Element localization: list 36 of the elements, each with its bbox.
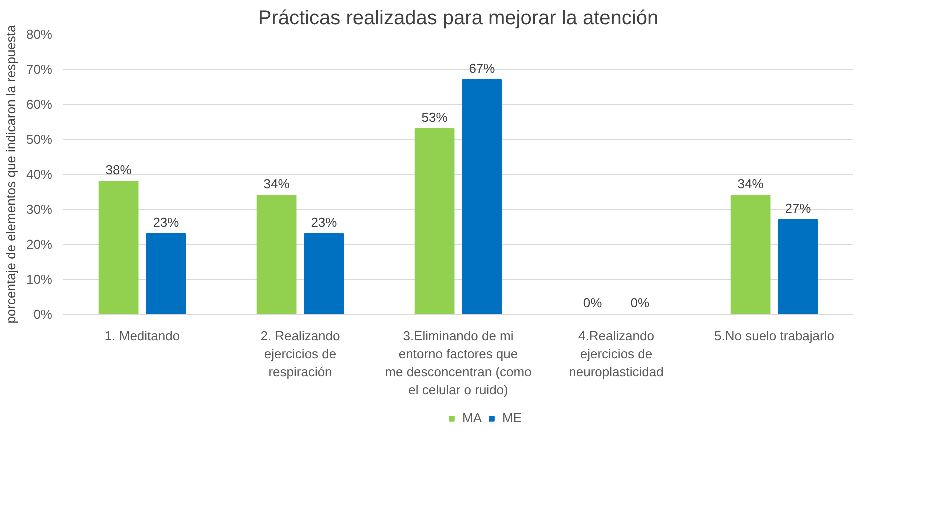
y-tick-label: 30%: [26, 202, 53, 217]
bar: [778, 220, 818, 314]
y-tick-label: 20%: [26, 237, 53, 252]
data-label: 38%: [106, 162, 132, 178]
bar: [414, 128, 455, 314]
x-tick-label: 2. Realizando ejercicios de respiración: [260, 328, 340, 380]
data-label: 23%: [311, 215, 338, 230]
data-label: 0%: [630, 296, 650, 310]
bar: [98, 181, 139, 314]
bar: [256, 195, 297, 314]
y-tick-label: 10%: [26, 272, 53, 287]
y-tick-label: 80%: [26, 27, 53, 42]
legend-label: MA: [462, 410, 482, 426]
y-tick-label: 50%: [26, 132, 53, 147]
data-label: 53%: [422, 110, 448, 125]
y-tick-label: 40%: [26, 167, 53, 182]
data-label: 23%: [153, 215, 180, 230]
x-tick-label: 3.Eliminando de mi entorno factores que me desconcentran (como el celular o ruido): [385, 328, 532, 398]
data-label: 67%: [469, 61, 496, 76]
data-label: 34%: [738, 176, 764, 192]
bar: [146, 234, 186, 314]
y-tick-label: 70%: [26, 62, 53, 77]
legend-label: ME: [502, 410, 522, 426]
data-label: 0%: [583, 296, 603, 310]
bar: [304, 234, 344, 314]
x-tick-label: 1. Meditando: [104, 328, 180, 344]
y-tick-label: 0%: [34, 307, 53, 322]
chart-title: Prácticas realizadas para mejorar la atención: [258, 8, 659, 30]
x-tick-label: 5.No suelo trabajarlo: [714, 328, 834, 344]
x-tick-label: 4.Realizando ejercicios de neuroplasticidad: [569, 328, 664, 380]
bar: [462, 80, 502, 314]
data-label: 34%: [264, 176, 290, 192]
data-label: 27%: [785, 201, 812, 216]
bar: [730, 195, 771, 314]
y-tick-label: 60%: [26, 97, 53, 112]
y-axis-title: porcentaje de elementos que indicaron la respuesta: [3, 24, 18, 324]
